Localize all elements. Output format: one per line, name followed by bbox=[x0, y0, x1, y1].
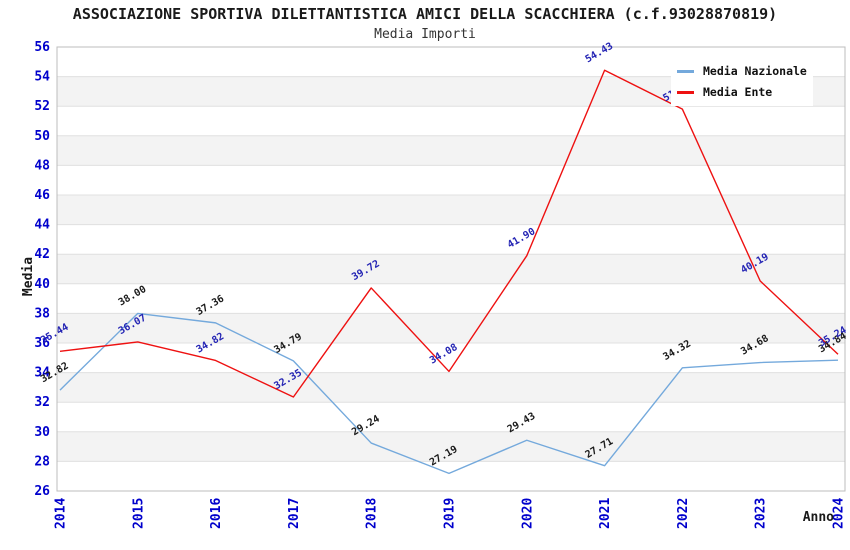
y-tick-label: 30 bbox=[34, 425, 50, 440]
plot-band bbox=[57, 372, 845, 403]
plot-band bbox=[57, 135, 845, 166]
x-tick-label: 2021 bbox=[598, 498, 613, 529]
legend-label-media-ente: Media Ente bbox=[703, 85, 773, 99]
chart-subtitle: Media Importi bbox=[374, 27, 476, 42]
y-tick-label: 42 bbox=[34, 247, 50, 262]
y-tick-label: 26 bbox=[34, 484, 50, 499]
series-line-media-nazionale bbox=[59, 312, 839, 475]
series-line-media-ente bbox=[59, 69, 839, 398]
y-tick-label: 38 bbox=[34, 306, 50, 321]
x-tick-label: 2024 bbox=[832, 498, 847, 529]
media-nazionale-line-swatch bbox=[677, 69, 694, 73]
plot-band bbox=[57, 313, 845, 343]
y-axis-title: Media bbox=[21, 256, 37, 297]
y-tick-label: 52 bbox=[34, 99, 50, 114]
x-tick-label: 2019 bbox=[443, 498, 458, 529]
plot-border bbox=[56, 46, 846, 492]
point-label: 38.00 bbox=[117, 284, 149, 309]
legend-label-media-nazionale: Media Nazionale bbox=[703, 64, 807, 78]
plot-band bbox=[57, 195, 845, 225]
media-ente-line-swatch bbox=[677, 90, 694, 94]
legend-item-media-ente: Media Ente bbox=[677, 85, 807, 99]
y-tick-label: 50 bbox=[34, 129, 50, 144]
x-axis-title: Anno bbox=[802, 510, 834, 525]
y-tick-label: 34 bbox=[34, 366, 50, 381]
y-tick-label: 28 bbox=[34, 454, 50, 469]
y-tick-label: 40 bbox=[34, 277, 50, 292]
plot-band bbox=[57, 254, 845, 284]
y-tick-label: 32 bbox=[34, 395, 50, 410]
plot-band bbox=[57, 431, 845, 462]
point-label: 54.43 bbox=[584, 41, 616, 66]
x-tick-label: 2014 bbox=[54, 498, 69, 529]
x-tick-label: 2023 bbox=[754, 498, 769, 529]
y-tick-label: 46 bbox=[34, 188, 50, 203]
chart-title: ASSOCIAZIONE SPORTIVA DILETTANTISTICA AM… bbox=[72, 5, 778, 23]
y-tick-label: 54 bbox=[34, 70, 50, 85]
x-tick-label: 2018 bbox=[365, 498, 380, 529]
x-tick-label: 2015 bbox=[131, 498, 146, 529]
y-tick-label: 36 bbox=[34, 336, 50, 351]
y-tick-label: 48 bbox=[34, 158, 50, 173]
legend-item-media-nazionale: Media Nazionale bbox=[677, 64, 807, 78]
y-tick-label: 44 bbox=[34, 218, 50, 233]
x-tick-label: 2020 bbox=[520, 498, 535, 529]
x-tick-label: 2017 bbox=[287, 498, 302, 529]
x-tick-label: 2022 bbox=[676, 498, 691, 529]
legend: Media Nazionale Media Ente bbox=[671, 57, 813, 106]
point-label: 41.90 bbox=[506, 226, 538, 251]
x-tick-label: 2016 bbox=[209, 498, 224, 529]
y-tick-label: 56 bbox=[34, 40, 50, 55]
